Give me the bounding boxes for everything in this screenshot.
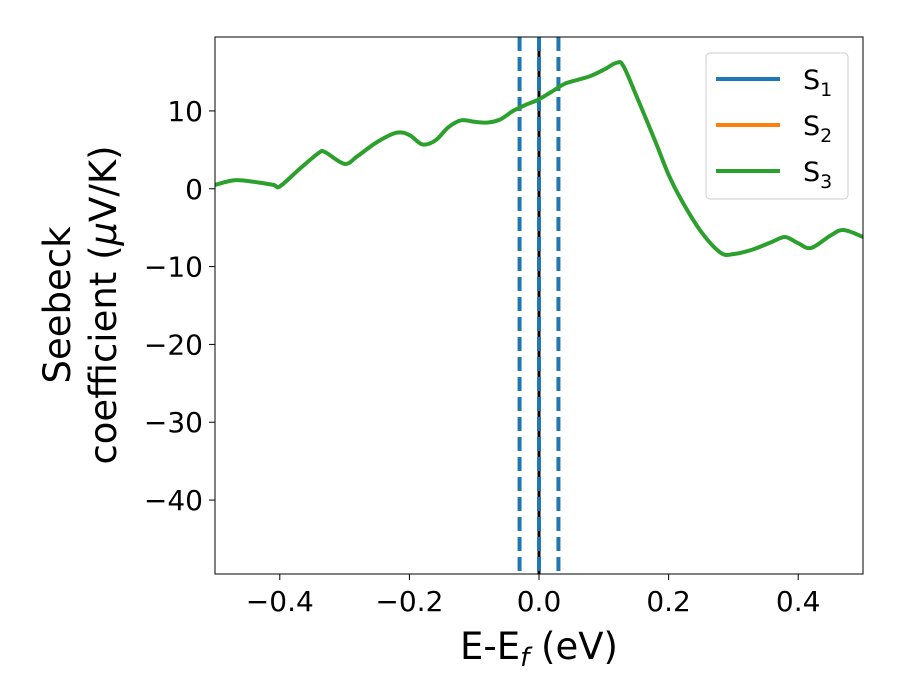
legend-label: S1	[803, 65, 832, 101]
x-tick-label: 0.4	[776, 585, 821, 618]
y-axis-title-line2: coefficient (μV/K)	[82, 145, 125, 464]
y-axis-title-mu: μ	[82, 222, 125, 247]
y-axis-title-pre: coefficient (	[82, 245, 125, 464]
legend-label: S3	[803, 157, 832, 193]
series-line-s3	[215, 59, 863, 257]
y-axis-title-line1: Seebeck	[36, 226, 79, 384]
y-tick-label: −10	[144, 251, 203, 284]
x-axis-ticks: −0.4 −0.2 0.0 0.2 0.4	[246, 574, 821, 618]
x-tick-label: −0.2	[375, 585, 443, 618]
x-axis-title-main: E-E	[460, 625, 520, 668]
x-axis-title-tail: (eV)	[529, 625, 618, 668]
y-axis-title: Seebeck coefficient (μV/K)	[36, 145, 125, 464]
y-tick-label: −30	[144, 406, 203, 439]
y-tick-label: −20	[144, 328, 203, 361]
y-axis-title-post: V/K)	[82, 145, 125, 221]
y-axis-ticks: 10 0 −10 −20 −30 −40	[144, 95, 215, 517]
legend-label: S2	[803, 111, 832, 147]
reference-lines	[517, 37, 561, 574]
x-axis-title: E-Ef (eV)	[460, 625, 618, 673]
series-layer	[215, 59, 863, 257]
legend: S1 S2 S3	[705, 52, 849, 200]
x-tick-label: −0.4	[246, 585, 314, 618]
y-tick-label: −40	[144, 484, 203, 517]
y-tick-label: 0	[185, 173, 203, 206]
y-tick-label: 10	[167, 95, 203, 128]
x-tick-label: 0.2	[646, 585, 691, 618]
x-tick-label: 0.0	[517, 585, 562, 618]
